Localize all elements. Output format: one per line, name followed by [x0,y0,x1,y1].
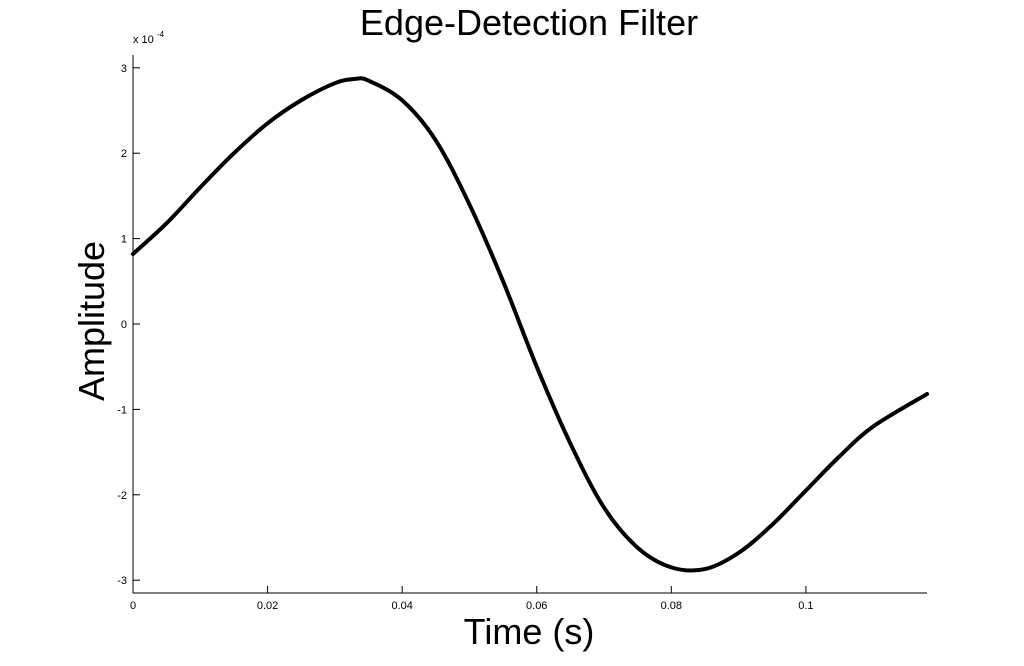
y-tick-label: 3 [121,63,127,75]
y-axis-label: Amplitude [71,241,112,401]
x-tick-label: 0.1 [798,600,813,612]
x-tick-label: 0.08 [661,600,682,612]
y-tick-label: -1 [117,404,127,416]
y-multiplier-exponent: -4 [157,30,165,39]
x-axis-ticks: 0 0.02 0.04 0.06 0.08 0.1 [130,586,814,612]
y-tick-label: 1 [121,234,127,246]
chart-title: Edge-Detection Filter [360,2,698,43]
x-tick-label: 0.04 [391,600,412,612]
x-tick-label: 0 [130,600,136,612]
y-axis-multiplier: x 10 -4 [133,30,165,46]
y-tick-label: -3 [117,575,127,587]
x-tick-label: 0.02 [257,600,278,612]
series-layer [131,76,929,573]
y-multiplier-base: x 10 [133,34,154,46]
y-axis-ticks: -3 -2 -1 0 1 2 3 [117,63,140,587]
x-tick-label: 0.06 [526,600,547,612]
x-axis-label: Time (s) [464,611,595,652]
series-line [131,76,929,573]
y-tick-label: 2 [121,148,127,160]
y-tick-label: 0 [121,319,127,331]
y-tick-label: -2 [117,490,127,502]
